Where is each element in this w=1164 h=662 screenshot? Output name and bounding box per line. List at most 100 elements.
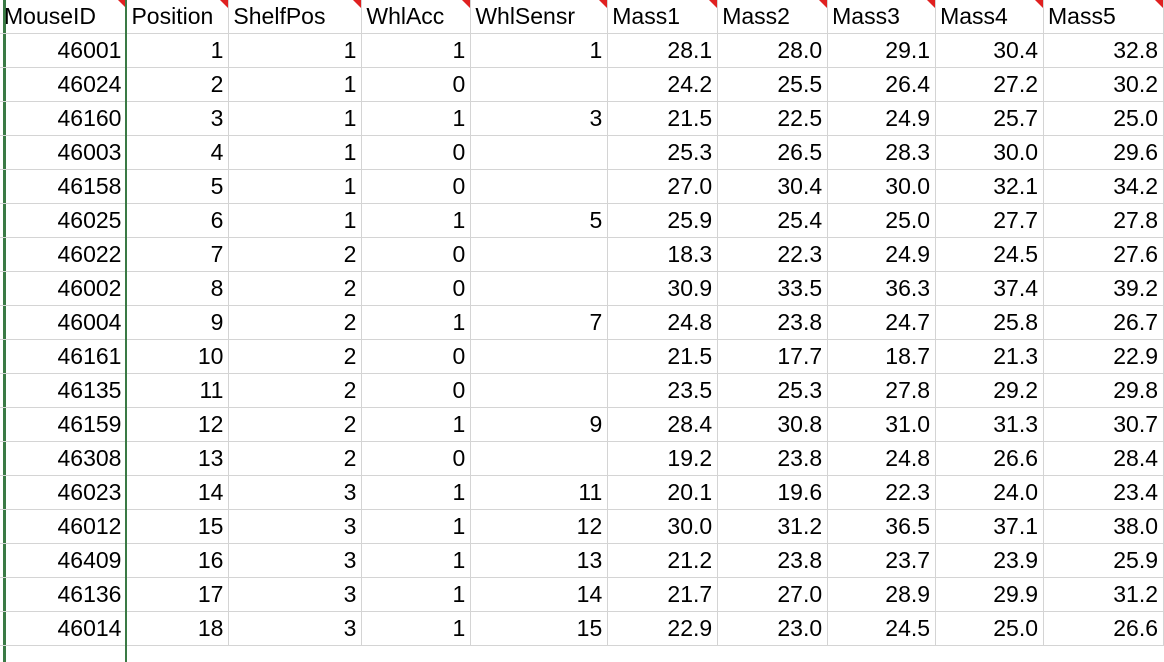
cell-shelfpos[interactable]: 2 bbox=[228, 373, 363, 408]
cell-mouseid[interactable]: 46159 bbox=[0, 407, 128, 442]
cell-mass3[interactable]: 22.3 bbox=[827, 475, 937, 510]
cell-mass2[interactable]: 23.8 bbox=[717, 305, 829, 340]
cell-position[interactable]: 18 bbox=[126, 611, 230, 646]
cell-mass2[interactable]: 23.8 bbox=[717, 543, 829, 578]
cell-mouseid[interactable]: 46409 bbox=[0, 543, 128, 578]
cell-mass1[interactable]: 24.2 bbox=[607, 67, 719, 102]
cell-whlacc[interactable]: 0 bbox=[361, 237, 472, 272]
cell-mass4[interactable]: 25.8 bbox=[935, 305, 1044, 340]
cell-mass1[interactable]: 23.5 bbox=[607, 373, 719, 408]
cell-mass3[interactable]: 31.0 bbox=[827, 407, 937, 442]
cell-shelfpos[interactable]: 3 bbox=[228, 611, 363, 646]
cell-mouseid[interactable]: 46003 bbox=[0, 135, 128, 170]
cell-whlsensr[interactable]: 13 bbox=[470, 543, 609, 578]
cell-position[interactable]: 9 bbox=[126, 305, 230, 340]
cell-whlacc[interactable]: 0 bbox=[361, 169, 472, 204]
cell-mass1[interactable]: 28.1 bbox=[607, 33, 719, 68]
cell-shelfpos[interactable]: 2 bbox=[228, 441, 363, 476]
cell-mouseid[interactable]: 46024 bbox=[0, 67, 128, 102]
cell-mass3[interactable]: 24.7 bbox=[827, 305, 937, 340]
cell-position[interactable]: 4 bbox=[126, 135, 230, 170]
cell-position[interactable]: 12 bbox=[126, 407, 230, 442]
cell-mass4[interactable]: 30.4 bbox=[935, 33, 1044, 68]
cell-mass1[interactable]: 19.2 bbox=[607, 441, 719, 476]
cell-shelfpos[interactable]: 3 bbox=[228, 577, 363, 612]
column-header-shelfpos[interactable]: ShelfPos bbox=[228, 0, 363, 34]
cell-mass5[interactable]: 25.9 bbox=[1043, 543, 1164, 578]
cell-mass4[interactable]: 21.3 bbox=[935, 339, 1044, 374]
cell-position[interactable]: 6 bbox=[126, 203, 230, 238]
column-header-mass5[interactable]: Mass5 bbox=[1043, 0, 1164, 34]
cell-shelfpos[interactable]: 2 bbox=[228, 237, 363, 272]
cell-whlsensr[interactable]: 3 bbox=[470, 101, 609, 136]
cell-mass3[interactable]: 28.9 bbox=[827, 577, 937, 612]
cell-shelfpos[interactable]: 1 bbox=[228, 33, 363, 68]
cell-mass3[interactable]: 24.5 bbox=[827, 611, 937, 646]
cell-position[interactable]: 1 bbox=[126, 33, 230, 68]
cell-shelfpos[interactable]: 1 bbox=[228, 203, 363, 238]
cell-whlsensr[interactable] bbox=[470, 135, 609, 170]
cell-mass5[interactable]: 26.7 bbox=[1043, 305, 1164, 340]
cell-mass3[interactable]: 27.8 bbox=[827, 373, 937, 408]
cell-shelfpos[interactable]: 3 bbox=[228, 475, 363, 510]
cell-mouseid[interactable]: 46308 bbox=[0, 441, 128, 476]
cell-mass1[interactable]: 20.1 bbox=[607, 475, 719, 510]
cell-mass2[interactable]: 22.5 bbox=[717, 101, 829, 136]
cell-whlsensr[interactable]: 1 bbox=[470, 33, 609, 68]
cell-mass4[interactable]: 27.7 bbox=[935, 203, 1044, 238]
cell-mass4[interactable]: 27.2 bbox=[935, 67, 1044, 102]
cell-whlsensr[interactable]: 12 bbox=[470, 509, 609, 544]
cell-whlsensr[interactable] bbox=[470, 441, 609, 476]
comment-indicator-icon[interactable] bbox=[599, 0, 607, 8]
cell-whlacc[interactable]: 0 bbox=[361, 441, 472, 476]
cell-mouseid[interactable]: 46022 bbox=[0, 237, 128, 272]
cell-mass2[interactable]: 30.8 bbox=[717, 407, 829, 442]
cell-whlacc[interactable]: 1 bbox=[361, 203, 472, 238]
comment-indicator-icon[interactable] bbox=[220, 0, 228, 8]
cell-mass1[interactable]: 21.7 bbox=[607, 577, 719, 612]
comment-indicator-icon[interactable] bbox=[927, 0, 935, 8]
cell-position[interactable]: 17 bbox=[126, 577, 230, 612]
cell-mass2[interactable]: 25.4 bbox=[717, 203, 829, 238]
comment-indicator-icon[interactable] bbox=[709, 0, 717, 8]
cell-whlacc[interactable]: 1 bbox=[361, 33, 472, 68]
cell-mass4[interactable]: 29.2 bbox=[935, 373, 1044, 408]
cell-mass5[interactable]: 28.4 bbox=[1043, 441, 1164, 476]
cell-mass1[interactable]: 21.2 bbox=[607, 543, 719, 578]
cell-whlsensr[interactable] bbox=[470, 339, 609, 374]
cell-whlacc[interactable]: 0 bbox=[361, 339, 472, 374]
cell-mass1[interactable]: 30.9 bbox=[607, 271, 719, 306]
cell-whlacc[interactable]: 1 bbox=[361, 101, 472, 136]
cell-mass3[interactable]: 36.5 bbox=[827, 509, 937, 544]
cell-mass2[interactable]: 25.5 bbox=[717, 67, 829, 102]
cell-mass5[interactable]: 29.6 bbox=[1043, 135, 1164, 170]
cell-mass1[interactable]: 30.0 bbox=[607, 509, 719, 544]
cell-position[interactable]: 8 bbox=[126, 271, 230, 306]
cell-mass5[interactable]: 27.8 bbox=[1043, 203, 1164, 238]
cell-mass5[interactable]: 31.2 bbox=[1043, 577, 1164, 612]
cell-shelfpos[interactable]: 2 bbox=[228, 339, 363, 374]
cell-mass4[interactable]: 24.0 bbox=[935, 475, 1044, 510]
cell-mass2[interactable]: 25.3 bbox=[717, 373, 829, 408]
cell-mass4[interactable]: 24.5 bbox=[935, 237, 1044, 272]
cell-mass2[interactable]: 26.5 bbox=[717, 135, 829, 170]
cell-mass2[interactable]: 17.7 bbox=[717, 339, 829, 374]
cell-position[interactable]: 13 bbox=[126, 441, 230, 476]
cell-mass5[interactable]: 32.8 bbox=[1043, 33, 1164, 68]
cell-whlsensr[interactable]: 5 bbox=[470, 203, 609, 238]
cell-mass3[interactable]: 28.3 bbox=[827, 135, 937, 170]
cell-mass4[interactable]: 25.0 bbox=[935, 611, 1044, 646]
cell-mass3[interactable]: 26.4 bbox=[827, 67, 937, 102]
cell-mass1[interactable]: 27.0 bbox=[607, 169, 719, 204]
cell-mouseid[interactable]: 46160 bbox=[0, 101, 128, 136]
comment-indicator-icon[interactable] bbox=[462, 0, 470, 8]
cell-position[interactable]: 16 bbox=[126, 543, 230, 578]
cell-mouseid[interactable]: 46025 bbox=[0, 203, 128, 238]
column-header-mass3[interactable]: Mass3 bbox=[827, 0, 937, 34]
cell-mass1[interactable]: 25.9 bbox=[607, 203, 719, 238]
cell-position[interactable]: 15 bbox=[126, 509, 230, 544]
column-header-whlacc[interactable]: WhlAcc bbox=[361, 0, 472, 34]
cell-mass1[interactable]: 28.4 bbox=[607, 407, 719, 442]
column-header-mouseid[interactable]: MouseID bbox=[0, 0, 128, 34]
cell-mass3[interactable]: 25.0 bbox=[827, 203, 937, 238]
